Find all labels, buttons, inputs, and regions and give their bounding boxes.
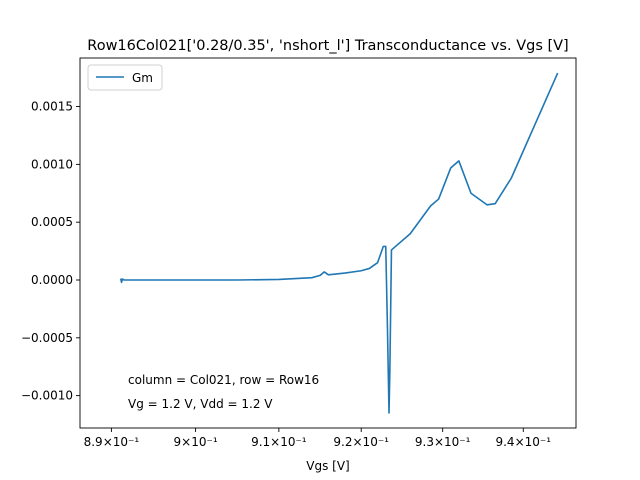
y-axis-ticks: 0.0015 0.0010 0.0005 0.0000 −0.0005 −0.0010 <box>21 100 80 403</box>
legend-box <box>87 64 163 91</box>
y-tick-label: 0.0005 <box>31 215 73 229</box>
x-tick-label: 9.1×10⁻¹ <box>251 435 307 449</box>
legend-label-gm: Gm <box>132 71 153 85</box>
x-tick-label: 8.9×10⁻¹ <box>84 435 140 449</box>
y-tick-label: 0.0015 <box>31 100 73 114</box>
y-tick-label: −0.0005 <box>21 331 73 345</box>
x-axis-ticks: 8.9×10⁻¹ 9×10⁻¹ 9.1×10⁻¹ 9.2×10⁻¹ 9.3×10⁻¹ 9.… <box>84 428 551 449</box>
y-tick-label: 0.0010 <box>31 157 73 171</box>
x-tick-label: 9.2×10⁻¹ <box>333 435 389 449</box>
series-gm-line <box>119 72 559 414</box>
plot-border <box>79 57 577 429</box>
annotation-column-row: column = Col021, row = Row16 <box>128 373 319 387</box>
annotation-voltages: Vg = 1.2 V, Vdd = 1.2 V <box>128 397 273 411</box>
legend: Gm <box>87 64 163 91</box>
y-tick-label: 0.0000 <box>31 273 73 287</box>
chart-title: Row16Col021['0.28/0.35', 'nshort_l'] Tra… <box>87 38 568 54</box>
x-axis-label: Vgs [V] <box>306 459 349 473</box>
y-tick-label: −0.0010 <box>21 389 73 403</box>
plot-area <box>80 58 576 428</box>
x-tick-label: 9.3×10⁻¹ <box>415 435 471 449</box>
x-tick-label: 9.4×10⁻¹ <box>495 435 551 449</box>
x-tick-label: 9×10⁻¹ <box>174 435 218 449</box>
